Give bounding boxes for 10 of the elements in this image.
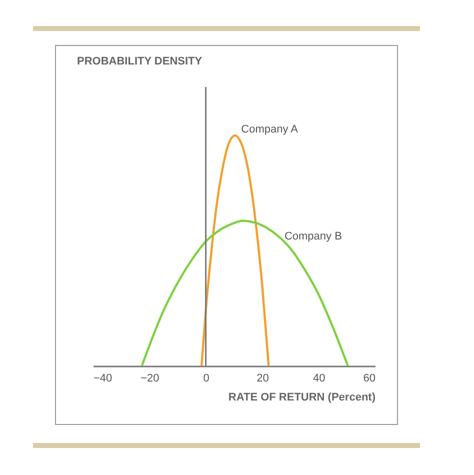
x-tick-label: 0 <box>203 372 210 384</box>
x-tick-label: 40 <box>312 372 326 384</box>
series-label: Company A <box>241 123 299 136</box>
x-tick-label: 20 <box>256 372 269 384</box>
x-tick-label: 60 <box>363 372 376 384</box>
x-axis-title: RATE OF RETURN (Percent) <box>228 392 376 404</box>
x-tick-label: −40 <box>94 372 112 384</box>
text: PROBABILITY DENSITY <box>77 55 203 68</box>
series-label: Company B <box>284 230 342 243</box>
x-tick-label: −20 <box>140 372 160 384</box>
